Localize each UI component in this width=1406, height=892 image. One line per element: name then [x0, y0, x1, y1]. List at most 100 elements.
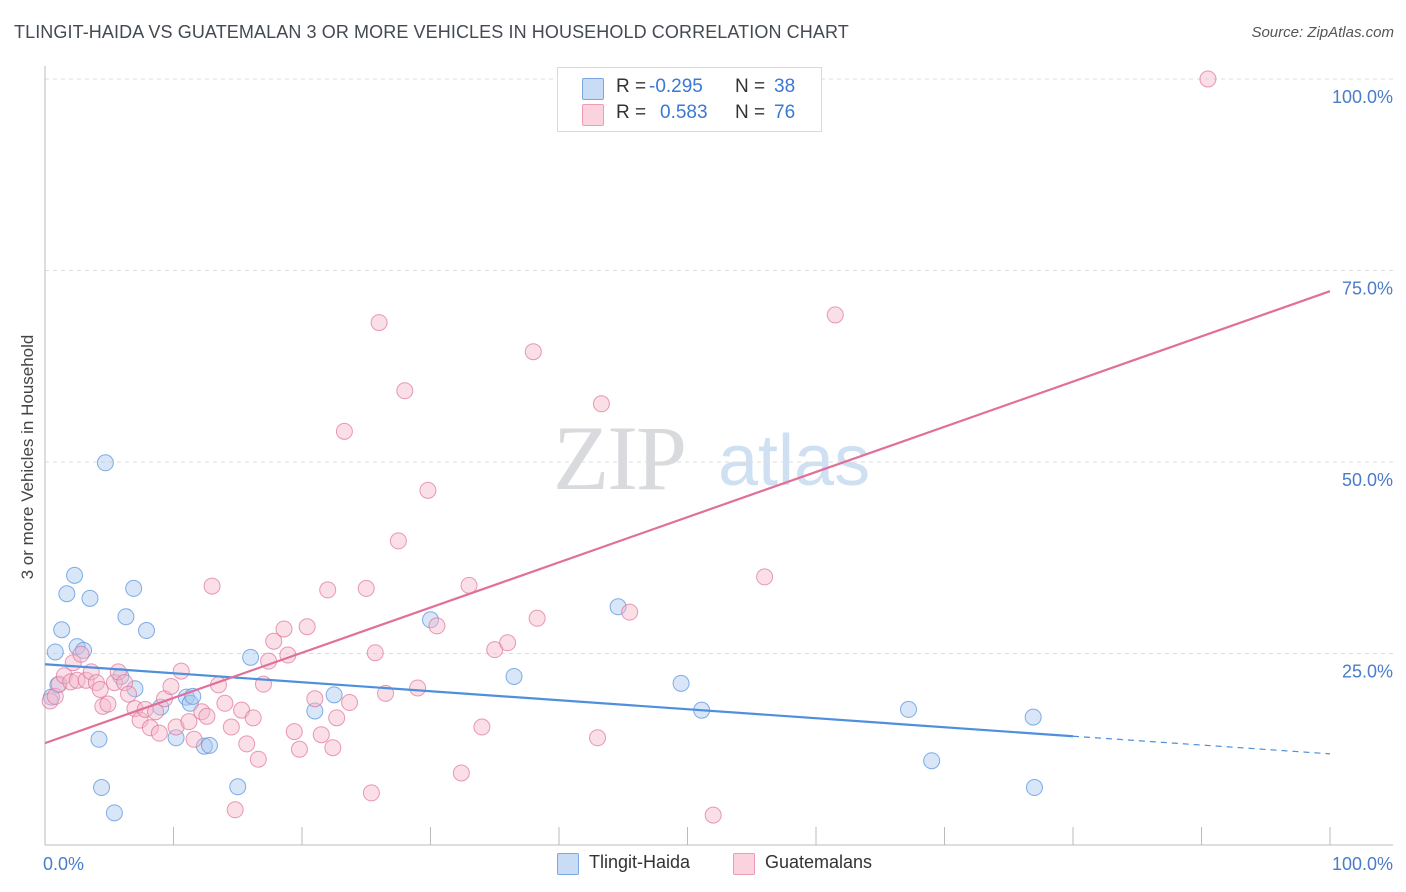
stats-n-label: N = — [735, 102, 766, 123]
point-guatemalan — [319, 581, 337, 599]
point-guatemalan — [306, 690, 324, 708]
point-guatemalan — [370, 314, 388, 332]
point-tlingit — [96, 454, 114, 472]
point-guatemalan — [621, 603, 639, 621]
point-guatemalan — [499, 634, 517, 652]
legend-swatch-guatemalan — [733, 853, 755, 875]
point-guatemalan — [473, 718, 491, 736]
point-guatemalan — [216, 694, 234, 712]
point-guatemalan — [109, 663, 127, 681]
stats-r-value: -0.295 — [649, 76, 703, 97]
point-guatemalan — [141, 719, 159, 737]
point-guatemalan — [120, 685, 138, 703]
point-guatemalan — [167, 718, 185, 736]
point-guatemalan — [324, 739, 342, 757]
x-tick-label: 100.0% — [1332, 854, 1393, 874]
point-guatemalan — [592, 395, 610, 413]
point-guatemalan — [77, 671, 95, 689]
point-guatemalan — [55, 667, 73, 685]
point-tlingit — [105, 804, 123, 822]
point-guatemalan — [275, 620, 293, 638]
trend-line-tlingit — [44, 663, 1074, 738]
point-tlingit — [93, 779, 111, 797]
y-tick-label: 100.0% — [1332, 87, 1393, 107]
stats-n-label: N = — [735, 76, 766, 97]
point-guatemalan — [105, 674, 123, 692]
legend-swatch-tlingit — [557, 853, 579, 875]
stats-n-value: 76 — [774, 102, 796, 123]
point-tlingit — [66, 566, 84, 584]
y-tick-label: 25.0% — [1342, 662, 1393, 682]
point-guatemalan — [589, 729, 607, 747]
point-tlingit — [923, 752, 941, 770]
point-guatemalan — [528, 609, 546, 627]
point-guatemalan — [389, 532, 407, 550]
point-guatemalan — [704, 806, 722, 824]
point-guatemalan — [826, 306, 844, 324]
point-tlingit — [117, 608, 135, 626]
point-guatemalan — [409, 679, 427, 697]
stats-box: R = -0.295 N = 38 R = 0.583 N = 76 — [557, 67, 822, 132]
point-tlingit — [422, 611, 439, 629]
y-tick-label: 75.0% — [1342, 279, 1393, 299]
point-guatemalan — [396, 382, 414, 400]
point-guatemalan — [328, 709, 346, 727]
point-guatemalan — [185, 730, 203, 748]
point-guatemalan — [222, 718, 240, 736]
point-tlingit — [672, 674, 690, 692]
point-guatemalan — [362, 784, 380, 802]
stats-swatch-tlingit — [582, 78, 604, 100]
point-tlingit — [325, 686, 343, 704]
legend-label-tlingit: Tlingit-Haida — [589, 852, 691, 872]
point-tlingit — [242, 648, 260, 666]
point-tlingit — [505, 667, 523, 685]
point-tlingit — [46, 643, 64, 661]
point-tlingit — [1025, 779, 1043, 797]
point-guatemalan — [265, 632, 283, 650]
point-guatemalan — [249, 750, 267, 768]
point-tlingit — [195, 737, 213, 755]
chart-title: TLINGIT-HAIDA VS GUATEMALAN 3 OR MORE VE… — [14, 22, 849, 42]
point-guatemalan — [335, 422, 353, 440]
point-guatemalan — [1199, 70, 1217, 88]
point-guatemalan — [366, 644, 384, 662]
stats-r-value: 0.583 — [660, 102, 708, 123]
point-guatemalan — [756, 568, 774, 586]
stats-r-label: R = — [616, 102, 647, 123]
point-guatemalan — [290, 740, 308, 758]
point-guatemalan — [357, 579, 375, 597]
point-tlingit — [181, 694, 199, 712]
point-guatemalan — [180, 713, 198, 731]
point-tlingit — [58, 585, 76, 603]
point-guatemalan — [91, 681, 109, 699]
point-guatemalan — [198, 707, 216, 725]
point-guatemalan — [72, 645, 90, 663]
point-tlingit — [200, 736, 218, 754]
point-tlingit — [125, 579, 143, 597]
point-guatemalan — [312, 726, 330, 744]
point-guatemalan — [162, 677, 180, 695]
point-guatemalan — [99, 695, 117, 713]
point-tlingit — [53, 621, 71, 639]
trend-line-guatemalan — [44, 290, 1331, 745]
point-tlingit — [81, 589, 99, 607]
y-tick-label: 50.0% — [1342, 470, 1393, 490]
point-guatemalan — [428, 617, 446, 635]
point-guatemalan — [193, 703, 211, 721]
point-tlingit — [90, 730, 108, 748]
trend-line-dashed-tlingit — [1072, 735, 1331, 755]
point-tlingit — [900, 700, 918, 718]
point-guatemalan — [452, 764, 470, 782]
watermark-zip: ZIP — [553, 407, 687, 509]
point-guatemalan — [298, 618, 316, 636]
source-label[interactable]: Source: ZipAtlas.com — [1251, 24, 1394, 41]
point-guatemalan — [341, 694, 359, 712]
point-tlingit — [138, 622, 156, 640]
point-guatemalan — [226, 801, 244, 819]
stats-r-label: R = — [616, 76, 647, 97]
point-guatemalan — [238, 735, 256, 753]
point-guatemalan — [285, 723, 303, 741]
point-tlingit — [306, 702, 324, 720]
point-guatemalan — [419, 481, 437, 499]
